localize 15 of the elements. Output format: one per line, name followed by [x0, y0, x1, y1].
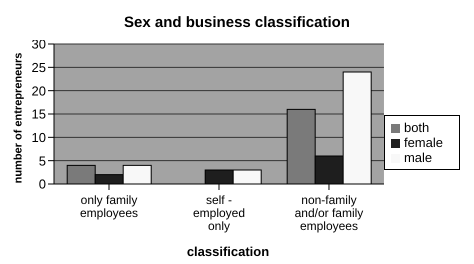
y-tick-label: 15 [32, 106, 46, 122]
y-tick-label: 10 [32, 130, 46, 145]
legend-label: female [404, 134, 443, 150]
legend-label: male [404, 150, 432, 164]
legend-label: both [404, 120, 430, 134]
y-tick-label: 25 [32, 60, 46, 75]
x-tick-label: non-family and/or family employees [294, 193, 364, 233]
y-tick-label: 20 [32, 83, 46, 98]
y-axis-title: number of entrepreneurs [12, 52, 24, 184]
y-tick-label: 5 [38, 153, 46, 168]
x-tick-label: self - employed only [192, 193, 245, 233]
x-tick-label: only family employees [80, 193, 138, 220]
chart-title: Sex and business classification [123, 14, 351, 31]
y-tick-label: 0 [38, 176, 46, 192]
x-axis-title: classification [186, 244, 270, 259]
